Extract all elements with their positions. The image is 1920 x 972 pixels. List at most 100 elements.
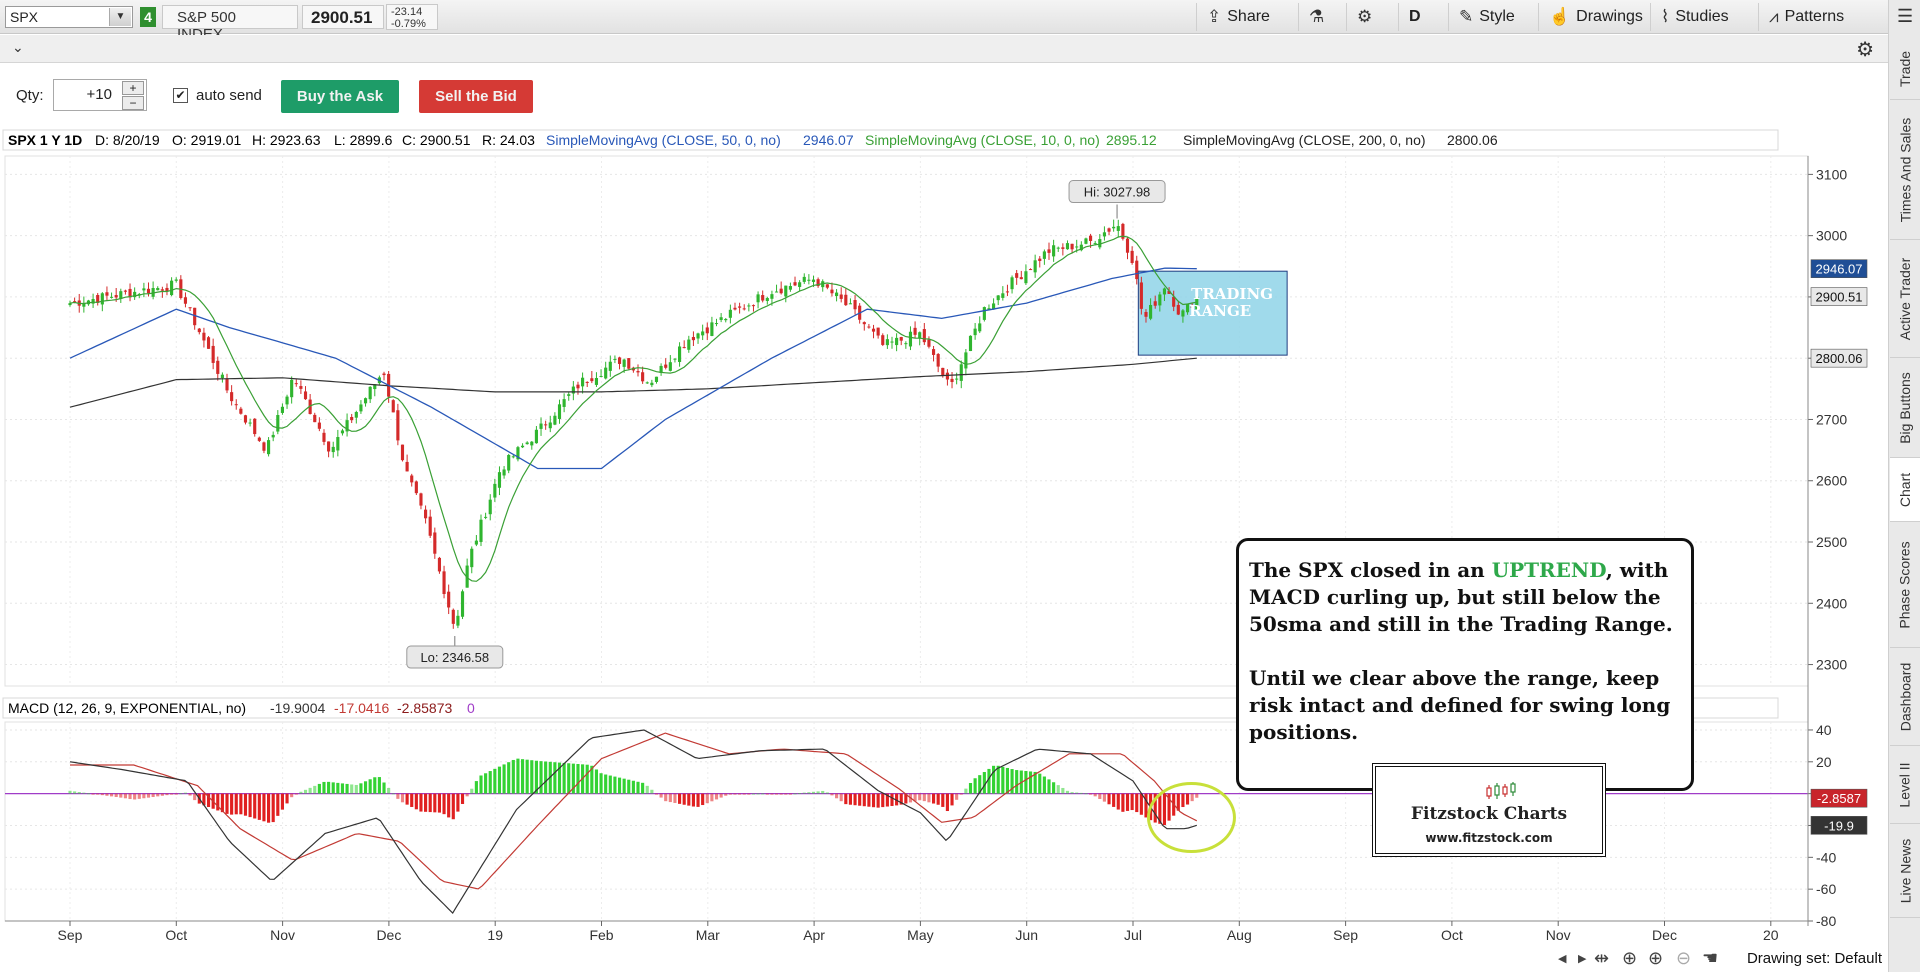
candle-body [992,303,996,310]
tab-level-ii[interactable]: Level II [1890,746,1920,824]
tab-phase-scores[interactable]: Phase Scores [1890,522,1920,648]
macd-histogram-bar [160,793,164,796]
macd-histogram-bar [73,791,77,794]
symbol-input[interactable]: SPX ▼ [5,6,133,28]
tab-active-trader[interactable]: Active Trader [1890,240,1920,358]
menu-icon[interactable]: ☰ [1897,6,1914,26]
candle-body [802,276,806,282]
macd-histogram-bar [918,793,922,801]
macd-histogram-bar [733,793,737,795]
sma50-line [69,267,1197,470]
candle-body [848,303,853,305]
chevron-down-icon[interactable]: ⌄ [12,39,24,55]
zoom-in-icon[interactable]: ⊕ [1648,948,1664,968]
tab-dashboard[interactable]: Dashboard [1890,648,1920,746]
studies-button[interactable]: ⌇ Studies [1650,3,1729,31]
candle-body [216,360,220,374]
tab-chart[interactable]: Chart [1890,458,1920,522]
candle-body [128,288,132,298]
candle-body [761,295,765,301]
crosshair-icon[interactable]: ⊕ [1622,948,1638,968]
candle-body [410,475,414,483]
macd-histogram-bar [1084,793,1088,795]
settings-button[interactable]: ⚙ [1346,3,1372,31]
candle-body [400,444,405,461]
macd-histogram-bar [1130,793,1134,811]
auto-send-checkbox[interactable]: ✔ [173,88,188,103]
candle-body [193,307,197,326]
drawing-set-label[interactable]: Drawing set: Default [1746,950,1882,967]
macd-histogram-bar [751,793,756,795]
macd-histogram-bar [502,764,506,794]
candle-body [608,361,612,371]
macd-histogram-bar [784,793,788,795]
candle-body [544,424,548,426]
candle-body [465,565,469,588]
candle-body [470,548,474,568]
price-tag-1-bg [1810,287,1868,306]
macd-histogram-bar [299,791,303,794]
macd-histogram-bar [594,769,599,794]
macd-histogram-bar [774,793,779,795]
drawings-button[interactable]: ☝ Drawings [1538,3,1643,31]
macd-histogram-bar [1144,793,1148,818]
qty-input[interactable]: +10 [53,79,147,111]
scroll-right-icon[interactable]: ▶ [1578,953,1587,965]
link-group-badge[interactable]: 4 [140,7,156,27]
candle-body [225,378,229,391]
candle-body [68,303,72,306]
tab-big-buttons[interactable]: Big Buttons [1890,358,1920,458]
style-button[interactable]: ✎ Style [1448,3,1515,31]
tab-trade[interactable]: Trade [1890,38,1920,100]
macd-histogram-bar [922,793,926,802]
flask-button[interactable]: ⚗ [1298,3,1324,31]
scroll-left-icon[interactable]: ◀ [1558,953,1567,965]
macd-histogram-bar [1158,793,1162,824]
macd-histogram-bar [350,784,354,794]
candle-body [668,362,672,371]
macd-histogram-bar [728,793,732,795]
macd-tick-label: -60 [1816,881,1836,897]
candle-body [502,469,506,476]
share-button[interactable]: ⇪ Share [1196,3,1270,31]
macd-tag-1: -19.9 [1824,818,1854,833]
header-high: H: 2923.63 [252,132,321,148]
tab-times-and-sales[interactable]: Times And Sales [1890,100,1920,240]
month-tick-label: Mar [696,927,720,943]
qty-decrement-button[interactable]: − [122,96,144,110]
candle-body [622,359,626,367]
macd-histogram-bar [68,790,72,794]
macd-histogram-bar [410,793,414,807]
candle-body [571,386,575,394]
macd-histogram-bar [91,793,95,795]
header-sma10-value: 2895.12 [1106,132,1157,148]
macd-histogram-bar [271,793,275,823]
candle-body [691,336,695,341]
macd-histogram-bar [599,773,603,794]
macd-histogram-bar [761,793,765,795]
pan-icon[interactable]: ⇹ [1594,948,1610,968]
tab-live-news[interactable]: Live News [1890,824,1920,918]
sell-the-bid-button[interactable]: Sell the Bid [419,80,533,113]
candle-body [257,437,261,441]
macd-histogram-bar [987,768,991,794]
hand-icon[interactable]: ☚ [1702,948,1719,968]
chart-area[interactable]: 2300240025002600270028002900300031004020… [0,126,1888,946]
qty-increment-button[interactable]: + [122,81,144,95]
aggregation-button[interactable]: D [1398,3,1421,31]
tab-times-and-sales-label: Times And Sales [1897,117,1913,222]
chart-settings-gear-icon[interactable]: ⚙ [1856,39,1874,61]
symbol-dropdown-icon[interactable]: ▼ [109,8,131,26]
macd-histogram-bar [553,762,557,794]
zoom-out-icon[interactable]: ⊖ [1676,948,1692,968]
candle-body [807,279,811,281]
patterns-button[interactable]: ⩘ Patterns [1758,3,1844,31]
macd-histogram-bar [885,793,889,807]
candle-body [437,557,442,572]
candle-body [146,288,151,294]
macd-histogram-bar [544,761,548,794]
buy-the-ask-button[interactable]: Buy the Ask [281,80,399,113]
macd-histogram-bar [373,777,377,794]
macd-histogram-bar [123,793,127,799]
macd-histogram-bar [179,793,183,795]
